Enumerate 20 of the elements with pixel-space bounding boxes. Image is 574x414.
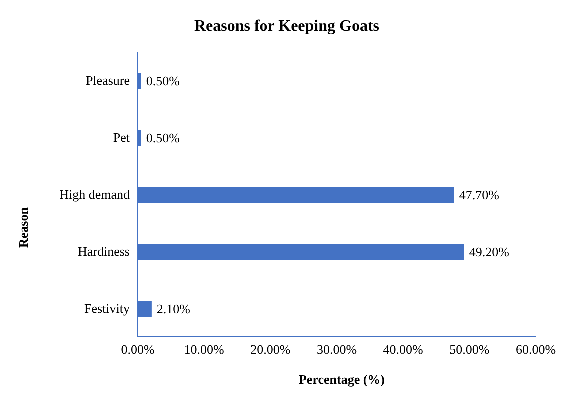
x-axis-title: Percentage (%) [298, 372, 386, 388]
y-tick-label: Pleasure [86, 73, 130, 88]
x-tick-label: 20.00% [250, 342, 291, 358]
x-tick-label: 60.00% [516, 342, 556, 358]
y-tick-label: Festivity [84, 301, 130, 316]
x-tick-label: 50.00% [450, 342, 490, 358]
data-label: 0.50% [146, 130, 180, 146]
x-tick-label: 40.00% [383, 342, 424, 358]
x-tick-label: 0.00% [121, 342, 155, 358]
data-label: 47.70% [459, 188, 500, 203]
data-label: 2.10% [156, 302, 191, 317]
chart-title: Reasons for Keeping Goats [193, 17, 381, 37]
x-tick-label: 30.00% [316, 342, 358, 358]
y-tick-label: High demand [60, 187, 130, 202]
data-label: 0.50% [146, 74, 180, 89]
x-tick-label: 10.00% [184, 342, 225, 358]
y-axis-title: Reason [16, 208, 32, 248]
y-tick-label: Hardiness [78, 244, 130, 260]
data-label: 49.20% [469, 244, 510, 260]
y-tick-label: Pet [113, 130, 130, 146]
